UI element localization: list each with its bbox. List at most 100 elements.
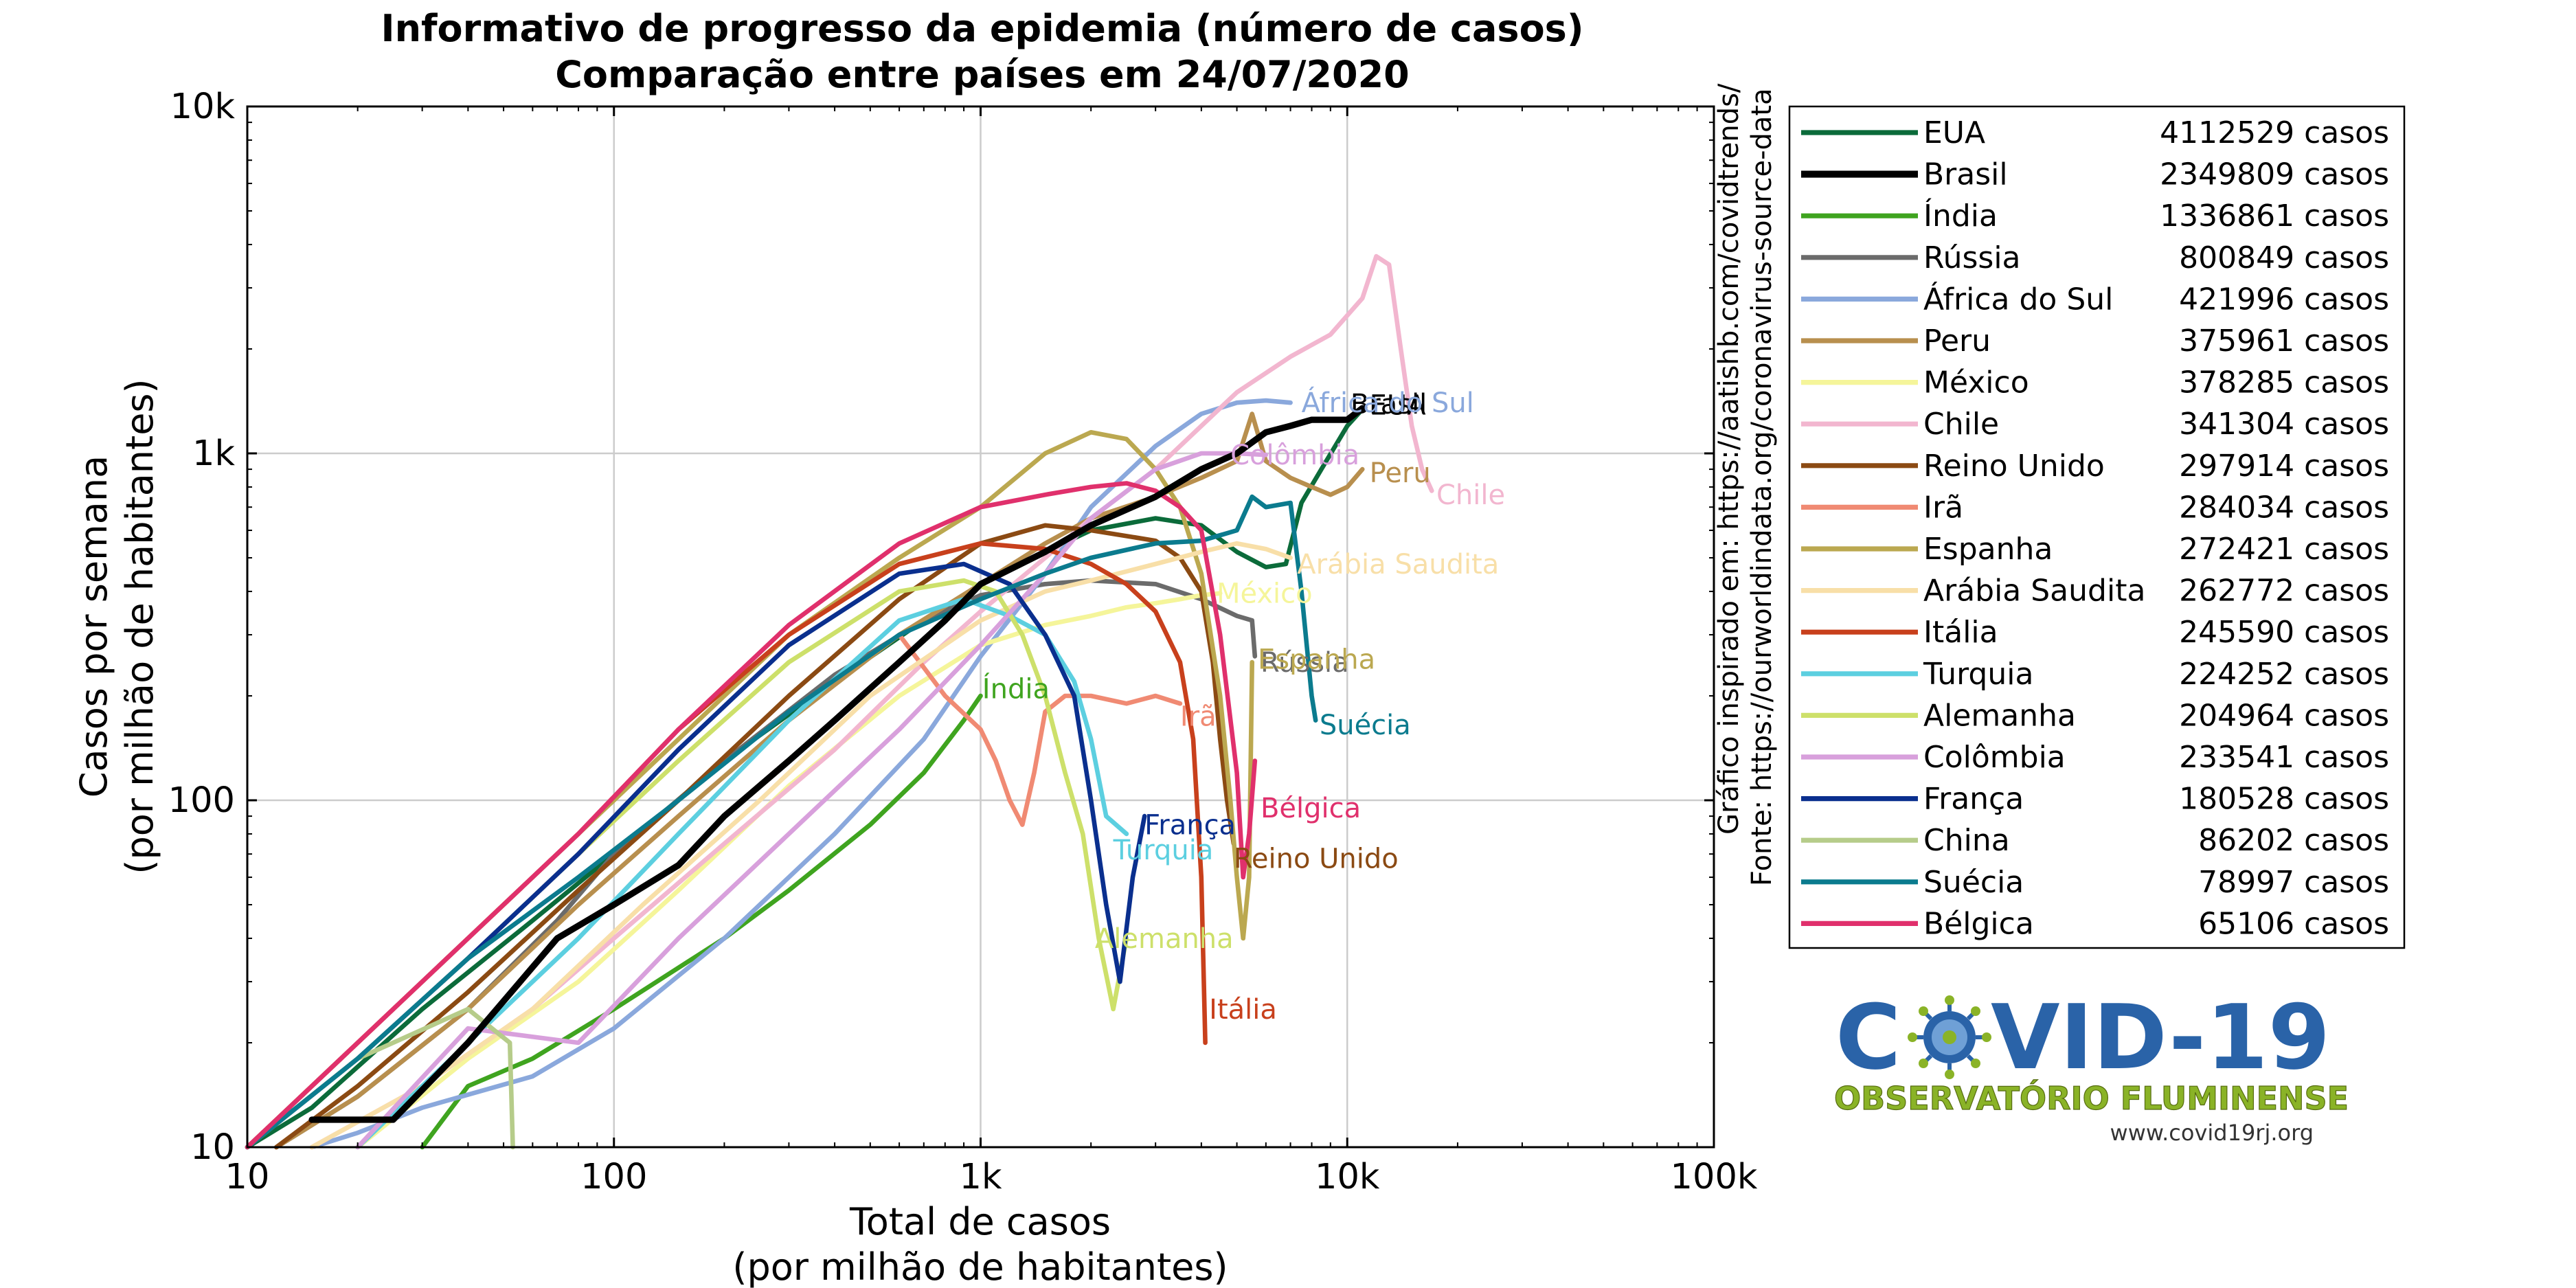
legend-name-india: Índia: [1923, 197, 1998, 234]
legend-name-belgica: Bélgica: [1923, 906, 2034, 941]
legend-cases-russia: 800849 casos: [2179, 240, 2389, 275]
series-line-brasil: [308, 405, 1366, 1123]
series-line-peru: [274, 411, 1365, 1150]
x-tick-label: 10: [225, 1157, 270, 1197]
x-axis-label-line1: Total de casos: [849, 1200, 1111, 1243]
legend-cases-turquia: 224252 casos: [2179, 657, 2389, 692]
legend-name-suecia: Suécia: [1923, 865, 2024, 900]
series-label-reino-unido: Reino Unido: [1234, 844, 1399, 875]
legend-name-espanha: Espanha: [1923, 532, 2053, 567]
series-label-franca: França: [1144, 810, 1236, 841]
legend: EUA 4112529 casos Brasil 2349809 casos Índia…: [1788, 105, 2406, 949]
series-layer: [245, 253, 1434, 1150]
series-label-ira: Irã: [1180, 701, 1217, 732]
y-axis-label-line1: Casos por semana: [72, 455, 115, 798]
series-line-suecia: [245, 494, 1318, 1150]
series-label-colombia: Colômbia: [1230, 440, 1359, 471]
legend-box: [1788, 105, 2406, 949]
legend-name-mexico: México: [1923, 365, 2029, 400]
chart-title-line2: Comparação entre países em 24/07/2020: [555, 53, 1409, 96]
x-tick-label: 10k: [1315, 1157, 1380, 1197]
series-label-suecia: Suécia: [1320, 710, 1411, 741]
ticks-layer: 10 100 1k 10k 100k 10 100 1k 10k: [168, 87, 1758, 1197]
legend-name-franca: França: [1923, 782, 2024, 817]
legend-cases-peru: 375961 casos: [2179, 324, 2389, 359]
legend-cases-reino-unido: 297914 casos: [2179, 449, 2389, 484]
series-label-mexico: México: [1217, 578, 1313, 610]
logo-word-vid19: VID-19: [1991, 985, 2330, 1089]
series-line-franca: [245, 561, 1147, 1150]
y-tick-label: 100: [168, 780, 235, 821]
legend-name-arabia-saudita: Arábia Saudita: [1923, 574, 2145, 609]
legend-name-brasil: Brasil: [1923, 157, 2008, 192]
logo-subtitle: OBSERVATÓRIO FLUMINENSE: [1834, 1080, 2349, 1117]
series-label-arabia-saudita: Arábia Saudita: [1297, 549, 1499, 580]
series-label-eua: EUA: [1370, 389, 1427, 421]
legend-cases-colombia: 233541 casos: [2179, 740, 2389, 775]
series-label-espanha: Espanha: [1258, 644, 1375, 676]
legend-name-colombia: Colômbia: [1923, 740, 2066, 775]
series-label-alemanha: Alemanha: [1095, 923, 1234, 955]
series-line-colombia: [355, 451, 1269, 1150]
series-line-india: [420, 693, 983, 1150]
legend-cases-ira: 284034 casos: [2179, 490, 2389, 525]
legend-name-alemanha: Alemanha: [1923, 698, 2076, 733]
legend-cases-arabia-saudita: 262772 casos: [2179, 574, 2389, 609]
legend-cases-brasil: 2349809 casos: [2160, 157, 2389, 192]
legend-cases-espanha: 272421 casos: [2179, 532, 2389, 567]
x-tick-label: 100: [580, 1157, 647, 1197]
legend-name-china: China: [1923, 823, 2010, 858]
series-label-belgica: Bélgica: [1261, 793, 1361, 824]
legend-cases-alemanha: 204964 casos: [2179, 698, 2389, 733]
virus-icon: [1908, 995, 1991, 1079]
x-tick-label: 100k: [1671, 1157, 1758, 1197]
series-label-peru: Peru: [1370, 457, 1431, 489]
y-tick-label: 10: [190, 1127, 235, 1168]
y-axis-label-line2: (por milhão de habitantes): [118, 379, 161, 874]
series-line-ira: [896, 632, 1183, 827]
series-line-arabia-saudita: [309, 541, 1293, 1150]
source-credit-line2: Fonte: https://ourworldindata.org/corona…: [1746, 88, 1778, 886]
legend-cases-india: 1336861 casos: [2160, 199, 2389, 234]
series-label-africa-do-sul: África do Sul: [1302, 386, 1474, 419]
series-label-brasil: Brasil: [1351, 389, 1427, 420]
legend-name-ira: Irã: [1923, 490, 1963, 525]
legend-cases-china: 86202 casos: [2198, 823, 2389, 858]
series-line-belgica: [245, 481, 1258, 1150]
legend-name-reino-unido: Reino Unido: [1923, 449, 2105, 484]
series-label-russia: Rússia: [1261, 647, 1349, 679]
legend-cases-italia: 245590 casos: [2179, 615, 2389, 650]
legend-name-turquia: Turquia: [1923, 657, 2033, 692]
series-line-mexico: [355, 591, 1223, 1150]
series-label-turquia: Turquia: [1113, 835, 1214, 866]
x-axis-label-line2: (por milhão de habitantes): [732, 1245, 1228, 1288]
series-label-india: Índia: [982, 672, 1050, 705]
y-tick-label: 1k: [192, 433, 235, 474]
legend-name-chile: Chile: [1923, 407, 1999, 442]
legend-cases-franca: 180528 casos: [2179, 782, 2389, 817]
logo-letter-c: C: [1835, 985, 1901, 1089]
covid19-observatorio-logo: C: [1833, 985, 2349, 1146]
legend-name-russia: Rússia: [1923, 240, 2021, 275]
legend-cases-eua: 4112529 casos: [2160, 115, 2389, 150]
chart-title-line1: Informativo de progresso da epidemia (nú…: [381, 7, 1584, 50]
series-line-reino-unido: [274, 523, 1236, 1150]
legend-cases-chile: 341304 casos: [2179, 407, 2389, 442]
legend-name-peru: Peru: [1923, 324, 1991, 359]
series-label-italia: Itália: [1209, 994, 1277, 1026]
legend-items: EUA 4112529 casos Brasil 2349809 casos Índia…: [1801, 115, 2389, 941]
legend-cases-suecia: 78997 casos: [2198, 865, 2389, 900]
x-tick-label: 1k: [960, 1157, 1002, 1197]
legend-cases-belgica: 65106 casos: [2198, 906, 2389, 941]
legend-name-eua: EUA: [1923, 115, 1985, 150]
legend-cases-mexico: 378285 casos: [2179, 365, 2389, 400]
source-credit-line1: Gráfico inspirado em: https://aatishb.co…: [1713, 83, 1745, 835]
legend-name-africa-do-sul: África do Sul: [1923, 280, 2113, 317]
gridlines: [247, 106, 1714, 1147]
logo-url: www.covid19rj.org: [2110, 1120, 2314, 1146]
y-tick-label: 10k: [170, 87, 236, 127]
legend-cases-africa-do-sul: 421996 casos: [2179, 282, 2389, 317]
